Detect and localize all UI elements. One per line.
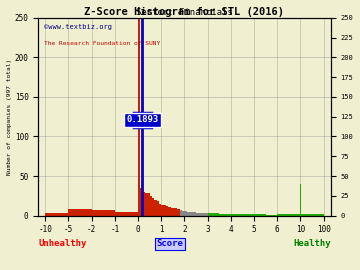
Bar: [208, 213, 219, 216]
Bar: [163, 205, 166, 216]
Bar: [115, 212, 138, 216]
Bar: [180, 210, 182, 216]
Bar: [231, 214, 242, 216]
Bar: [45, 213, 68, 216]
Bar: [173, 208, 175, 216]
Bar: [266, 215, 277, 216]
Bar: [184, 211, 187, 216]
Bar: [161, 205, 163, 216]
Bar: [187, 212, 189, 216]
Bar: [152, 198, 154, 216]
Text: 0.1893: 0.1893: [126, 115, 158, 124]
Title: Z-Score Histogram for STL (2016): Z-Score Histogram for STL (2016): [85, 7, 284, 17]
Bar: [145, 193, 147, 216]
Text: The Research Foundation of SUNY: The Research Foundation of SUNY: [44, 42, 161, 46]
Bar: [175, 208, 177, 216]
Bar: [277, 214, 301, 216]
Bar: [154, 200, 157, 216]
Bar: [182, 211, 184, 216]
Bar: [201, 213, 203, 216]
Text: ©www.textbiz.org: ©www.textbiz.org: [44, 24, 112, 30]
Bar: [150, 196, 152, 216]
Y-axis label: Number of companies (997 total): Number of companies (997 total): [7, 59, 12, 175]
Text: Unhealthy: Unhealthy: [38, 239, 87, 248]
Bar: [171, 208, 173, 216]
Bar: [203, 213, 205, 216]
Bar: [205, 213, 208, 216]
Text: Sector: Financials: Sector: Financials: [136, 8, 233, 17]
Bar: [198, 213, 201, 216]
Bar: [219, 214, 231, 216]
Bar: [177, 209, 180, 216]
Bar: [68, 209, 92, 216]
Bar: [157, 201, 159, 216]
Bar: [194, 212, 196, 216]
Text: Healthy: Healthy: [293, 239, 330, 248]
Bar: [242, 214, 254, 216]
Bar: [159, 204, 161, 216]
Bar: [196, 213, 198, 216]
Bar: [168, 207, 171, 216]
Bar: [166, 206, 168, 216]
Bar: [147, 193, 150, 216]
Bar: [143, 192, 145, 216]
Bar: [138, 18, 140, 216]
Bar: [254, 214, 266, 216]
Text: Score: Score: [156, 239, 183, 248]
Bar: [301, 214, 324, 216]
Bar: [189, 212, 192, 216]
Bar: [192, 212, 194, 216]
Bar: [92, 210, 115, 216]
Bar: [140, 188, 143, 216]
